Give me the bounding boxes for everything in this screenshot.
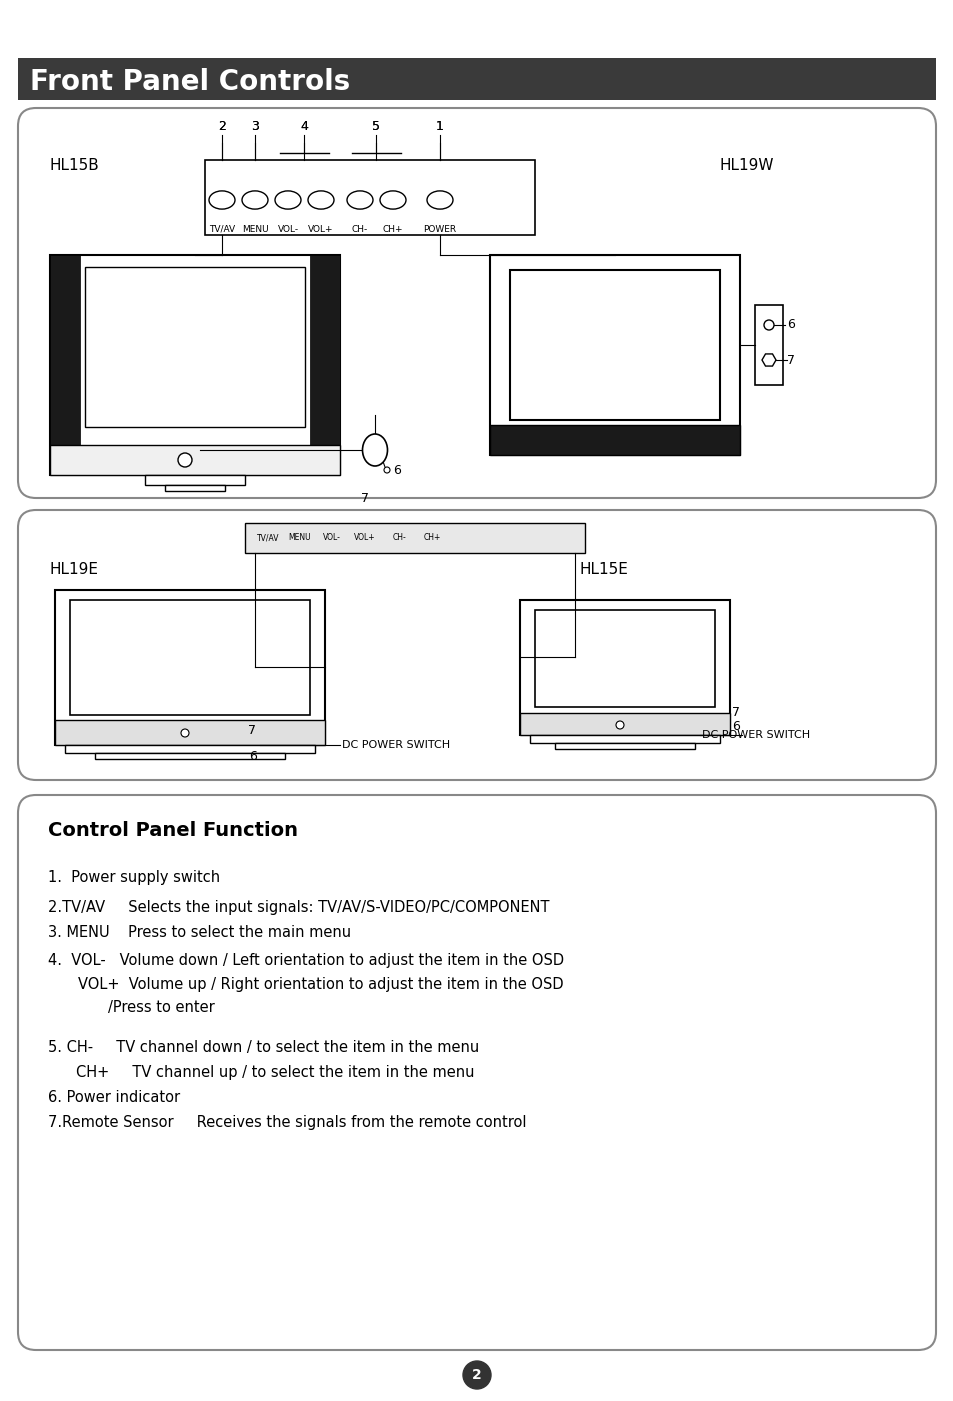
Bar [754, 305, 782, 385]
Text: 7.Remote Sensor     Receives the signals from the remote control: 7.Remote Sensor Receives the signals fro… [48, 1115, 526, 1131]
Text: VOL-: VOL- [277, 226, 298, 234]
Bar [510, 270, 720, 420]
Ellipse shape [308, 191, 334, 209]
Bar [530, 736, 720, 743]
Text: MENU: MENU [241, 226, 268, 234]
Text: 7: 7 [731, 706, 740, 720]
Bar [50, 255, 339, 475]
Bar [50, 255, 80, 446]
Text: Control Panel Function: Control Panel Function [48, 821, 297, 839]
Text: 3: 3 [251, 120, 258, 133]
Ellipse shape [242, 191, 268, 209]
Circle shape [763, 319, 773, 331]
Bar [65, 745, 314, 752]
Text: 4: 4 [300, 120, 308, 133]
Ellipse shape [427, 191, 453, 209]
Text: VOL-: VOL- [323, 534, 340, 542]
Text: Front Panel Controls: Front Panel Controls [30, 69, 350, 97]
Circle shape [181, 729, 189, 737]
Text: POWER: POWER [423, 226, 456, 234]
Bar [205, 160, 535, 235]
Bar [490, 255, 740, 455]
Text: VOL+: VOL+ [308, 226, 334, 234]
Text: HL19W: HL19W [720, 157, 774, 172]
Text: 4: 4 [300, 120, 308, 133]
Bar [519, 713, 729, 736]
Text: 2.TV/AV     Selects the input signals: TV/AV/S-VIDEO/PC/COMPONENT: 2.TV/AV Selects the input signals: TV/AV… [48, 899, 549, 915]
Text: MENU: MENU [289, 534, 311, 542]
Text: 6: 6 [393, 464, 400, 476]
Bar [70, 600, 310, 715]
Circle shape [384, 467, 390, 474]
Bar [18, 57, 935, 99]
Bar [490, 425, 740, 455]
Bar [55, 720, 325, 745]
Text: 7: 7 [360, 492, 369, 504]
Text: 2: 2 [218, 120, 226, 133]
Text: 5: 5 [372, 120, 380, 133]
Text: 4.  VOL-   Volume down / Left orientation to adjust the item in the OSD: 4. VOL- Volume down / Left orientation t… [48, 953, 563, 968]
Text: 6. Power indicator: 6. Power indicator [48, 1090, 180, 1105]
Text: 1.  Power supply switch: 1. Power supply switch [48, 870, 220, 885]
Bar [85, 268, 305, 427]
Text: 5: 5 [372, 120, 380, 133]
Circle shape [462, 1360, 491, 1388]
Text: 7: 7 [248, 724, 255, 737]
Text: HL15E: HL15E [579, 562, 628, 577]
Text: 1: 1 [436, 120, 443, 133]
Bar [165, 485, 225, 490]
FancyBboxPatch shape [18, 794, 935, 1351]
Text: /Press to enter: /Press to enter [108, 1000, 214, 1014]
Bar [95, 752, 285, 759]
Ellipse shape [347, 191, 373, 209]
Text: DC POWER SWITCH: DC POWER SWITCH [341, 740, 450, 750]
Text: 6: 6 [731, 720, 740, 734]
Text: 2: 2 [472, 1367, 481, 1381]
Text: TV/AV: TV/AV [256, 534, 279, 542]
Text: 7: 7 [786, 353, 794, 367]
Text: HL15B: HL15B [50, 157, 100, 172]
Text: VOL+  Volume up / Right orientation to adjust the item in the OSD: VOL+ Volume up / Right orientation to ad… [78, 976, 563, 992]
Ellipse shape [362, 434, 387, 467]
Bar [55, 590, 325, 745]
Text: HL19E: HL19E [50, 562, 99, 577]
Ellipse shape [274, 191, 301, 209]
Text: TV/AV: TV/AV [209, 226, 234, 234]
Text: CH+     TV channel up / to select the item in the menu: CH+ TV channel up / to select the item i… [76, 1065, 474, 1080]
FancyBboxPatch shape [18, 510, 935, 780]
Bar [519, 600, 729, 736]
Text: VOL+: VOL+ [354, 534, 375, 542]
Text: 3: 3 [251, 120, 258, 133]
Bar [555, 743, 695, 750]
Text: 3. MENU    Press to select the main menu: 3. MENU Press to select the main menu [48, 925, 351, 940]
Polygon shape [761, 354, 775, 366]
Bar [50, 446, 339, 475]
Text: CH-: CH- [393, 534, 406, 542]
Text: CH-: CH- [352, 226, 368, 234]
Text: 1: 1 [436, 120, 443, 133]
Bar [535, 609, 714, 708]
Circle shape [616, 722, 623, 729]
Text: CH+: CH+ [423, 534, 440, 542]
Text: 6: 6 [786, 318, 794, 332]
Bar [310, 255, 339, 446]
Text: 2: 2 [218, 120, 226, 133]
Ellipse shape [379, 191, 406, 209]
Text: CH+: CH+ [382, 226, 403, 234]
Ellipse shape [209, 191, 234, 209]
Bar [245, 523, 584, 553]
Text: 5. CH-     TV channel down / to select the item in the menu: 5. CH- TV channel down / to select the i… [48, 1040, 478, 1055]
Text: DC POWER SWITCH: DC POWER SWITCH [701, 730, 809, 740]
Circle shape [178, 453, 192, 467]
FancyBboxPatch shape [18, 108, 935, 497]
Text: 6: 6 [249, 750, 256, 764]
Bar [145, 475, 245, 485]
